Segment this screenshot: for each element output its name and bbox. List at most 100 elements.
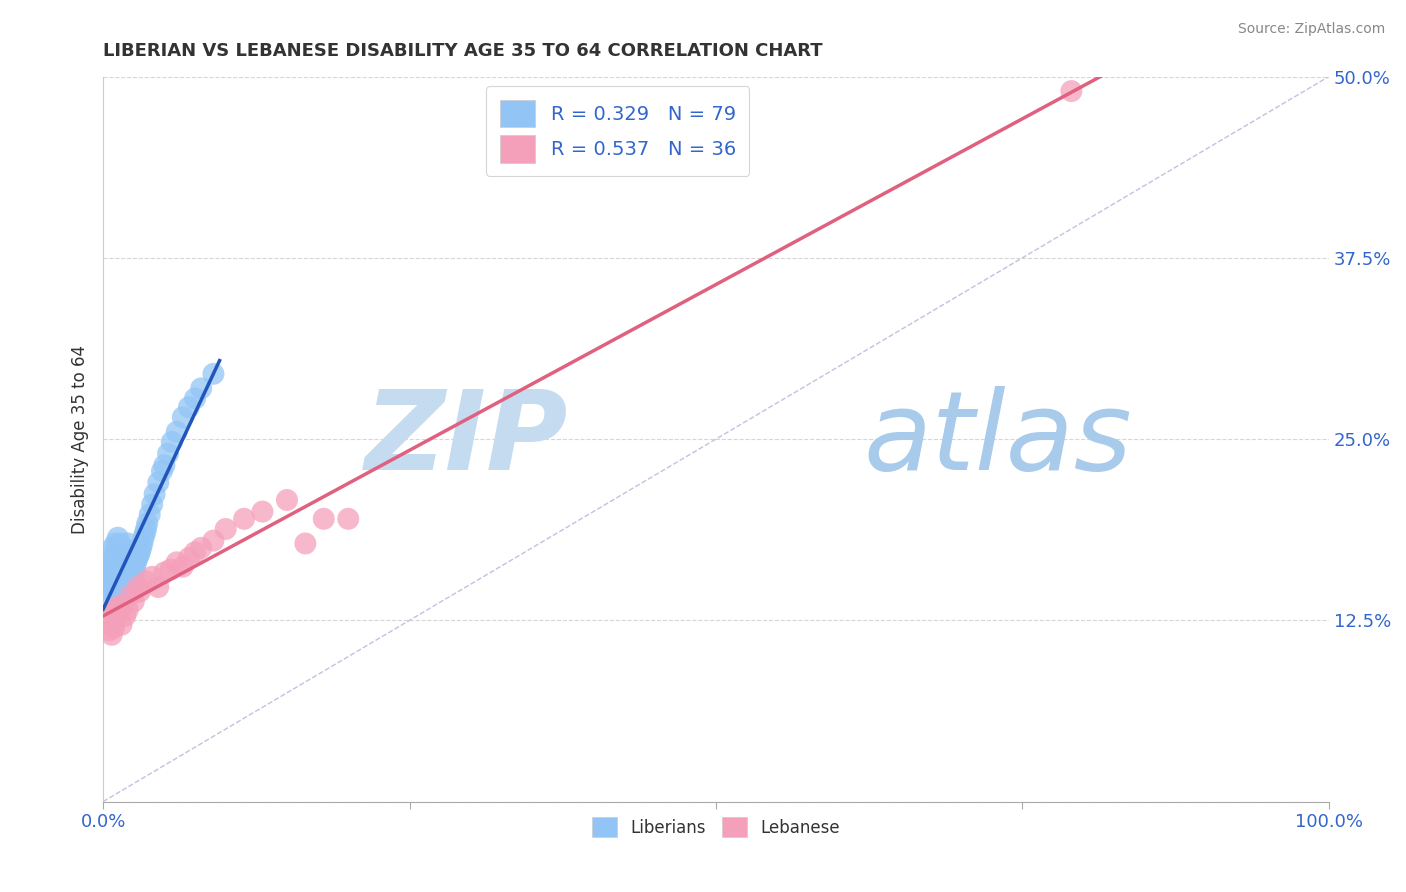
Point [127,551,149,566]
Point [129,545,152,559]
Point [132,531,155,545]
Point [177,400,200,414]
Point [110,580,132,594]
Point [100,548,122,562]
Point [101,580,124,594]
Point [276,493,298,508]
Point [101,606,124,620]
Point [108,584,131,599]
Point [141,570,163,584]
Point [103,570,125,584]
Point [127,580,149,594]
Point [143,487,166,501]
Point [134,526,156,541]
Point [101,559,124,574]
Point [120,573,142,587]
Point [118,551,141,566]
Point [98,570,121,584]
Point [337,512,360,526]
Point [141,497,163,511]
Point [190,541,212,555]
Point [105,551,128,566]
Point [110,548,132,562]
Point [153,458,176,473]
Point [294,536,316,550]
Point [172,410,194,425]
Point [166,555,188,569]
Point [117,536,139,550]
Point [157,447,180,461]
Point [233,512,256,526]
Point [111,599,134,613]
Point [122,594,145,608]
Point [172,559,194,574]
Point [108,563,131,577]
Point [184,392,207,406]
Point [312,512,335,526]
Point [110,617,132,632]
Point [131,536,153,550]
Point [100,555,122,569]
Point [105,594,128,608]
Point [177,551,200,566]
Point [190,381,212,395]
Point [112,587,135,601]
Point [120,570,142,584]
Point [100,628,122,642]
Point [135,574,157,589]
Point [125,555,148,569]
Point [104,536,127,550]
Point [202,533,225,548]
Point [148,475,170,490]
Point [103,551,125,566]
Point [202,367,225,381]
Y-axis label: Disability Age 35 to 64: Disability Age 35 to 64 [72,344,89,533]
Point [160,434,183,449]
Point [100,609,122,624]
Point [112,543,135,558]
Point [120,589,142,603]
Point [136,516,159,531]
Point [117,603,139,617]
Point [107,548,129,562]
Point [105,574,128,589]
Point [107,531,129,545]
Point [110,570,132,584]
Point [120,543,142,558]
Point [100,577,122,591]
Point [128,548,150,562]
Point [111,559,134,574]
Point [166,425,188,439]
Point [111,584,134,599]
Text: atlas: atlas [863,385,1132,492]
Point [148,580,170,594]
Point [108,541,131,555]
Point [105,603,128,617]
Point [153,566,176,580]
Point [110,591,132,606]
Point [122,555,145,569]
Point [129,584,152,599]
Point [107,566,129,581]
Point [159,563,181,577]
Point [114,609,136,624]
Text: Source: ZipAtlas.com: Source: ZipAtlas.com [1237,22,1385,37]
Legend: Liberians, Lebanese: Liberians, Lebanese [585,810,846,844]
Point [150,464,173,478]
Point [104,566,127,580]
Point [114,580,136,594]
Point [184,545,207,559]
Point [121,566,143,580]
Point [122,577,145,591]
Point [112,566,135,580]
Point [118,577,141,591]
Point [110,558,132,573]
Point [104,613,127,627]
Point [120,548,142,562]
Point [138,508,160,522]
Text: ZIP: ZIP [366,385,569,492]
Point [117,558,139,573]
Point [1060,84,1083,98]
Point [108,599,131,613]
Point [98,624,121,638]
